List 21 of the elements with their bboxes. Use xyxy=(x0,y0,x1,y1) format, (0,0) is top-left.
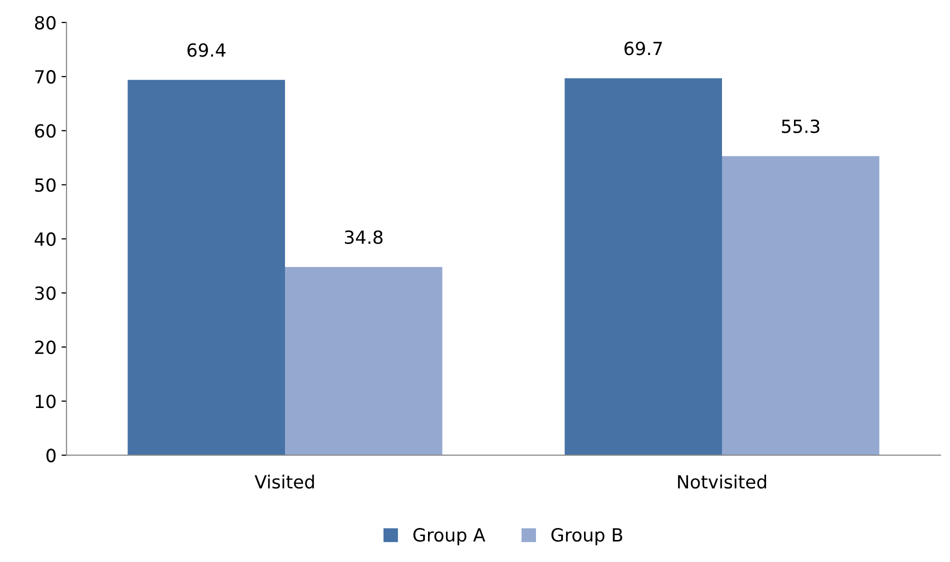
data-label: 55.3 xyxy=(782,119,820,134)
y-tick-label: 60 xyxy=(35,124,56,138)
y-tick-label: 70 xyxy=(35,70,56,84)
y-tick-label: 0 xyxy=(46,448,56,462)
y-tick-label: 30 xyxy=(35,286,56,300)
y-tick-label: 40 xyxy=(34,232,56,246)
x-tick-label: Visited xyxy=(254,474,314,489)
bar xyxy=(128,80,285,456)
bar xyxy=(285,266,442,456)
y-tick-label: 80 xyxy=(35,16,56,30)
bar xyxy=(722,156,880,456)
legend-label: Group B xyxy=(551,528,622,546)
y-tick-label: 50 xyxy=(35,178,56,192)
x-tick-label: Notvisited xyxy=(678,474,766,489)
data-label: 69.4 xyxy=(188,43,226,57)
legend-label: Group A xyxy=(413,528,486,546)
y-tick-label: 20 xyxy=(35,340,56,354)
data-label: 34.8 xyxy=(344,230,383,244)
bar xyxy=(564,78,722,456)
data-label: 69.7 xyxy=(624,42,662,56)
y-tick-label: 10 xyxy=(36,394,56,408)
